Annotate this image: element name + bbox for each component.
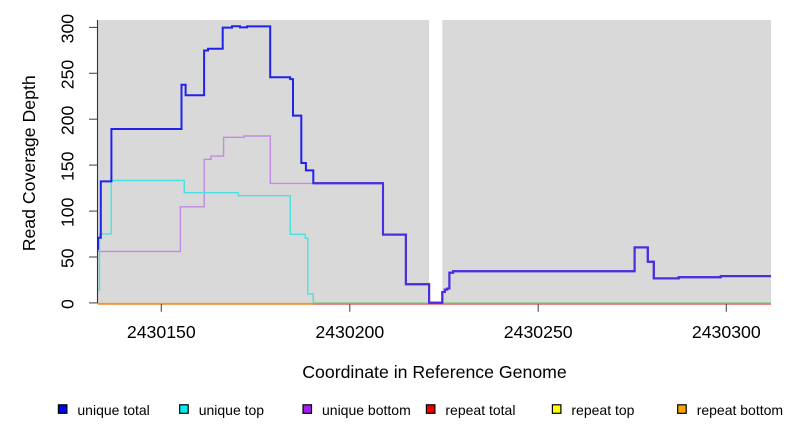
svg-text:250: 250 [58, 60, 78, 90]
svg-text:0: 0 [58, 299, 78, 309]
svg-text:unique total: unique total [77, 402, 149, 418]
svg-text:200: 200 [58, 105, 78, 135]
svg-text:50: 50 [58, 248, 78, 268]
svg-text:2430300: 2430300 [692, 322, 761, 342]
svg-text:2430200: 2430200 [315, 322, 384, 342]
svg-text:repeat total: repeat total [445, 402, 515, 418]
svg-text:100: 100 [58, 197, 78, 227]
svg-text:unique bottom: unique bottom [322, 402, 411, 418]
svg-text:repeat bottom: repeat bottom [697, 402, 783, 418]
svg-text:2430250: 2430250 [504, 322, 573, 342]
svg-text:unique top: unique top [199, 402, 265, 418]
svg-text:150: 150 [58, 151, 78, 181]
svg-text:Coordinate in Reference Genome: Coordinate in Reference Genome [302, 362, 567, 382]
svg-text:300: 300 [58, 14, 78, 44]
svg-text:2430150: 2430150 [127, 322, 196, 342]
svg-text:Read Coverage Depth: Read Coverage Depth [19, 75, 39, 251]
svg-text:repeat top: repeat top [571, 402, 634, 418]
